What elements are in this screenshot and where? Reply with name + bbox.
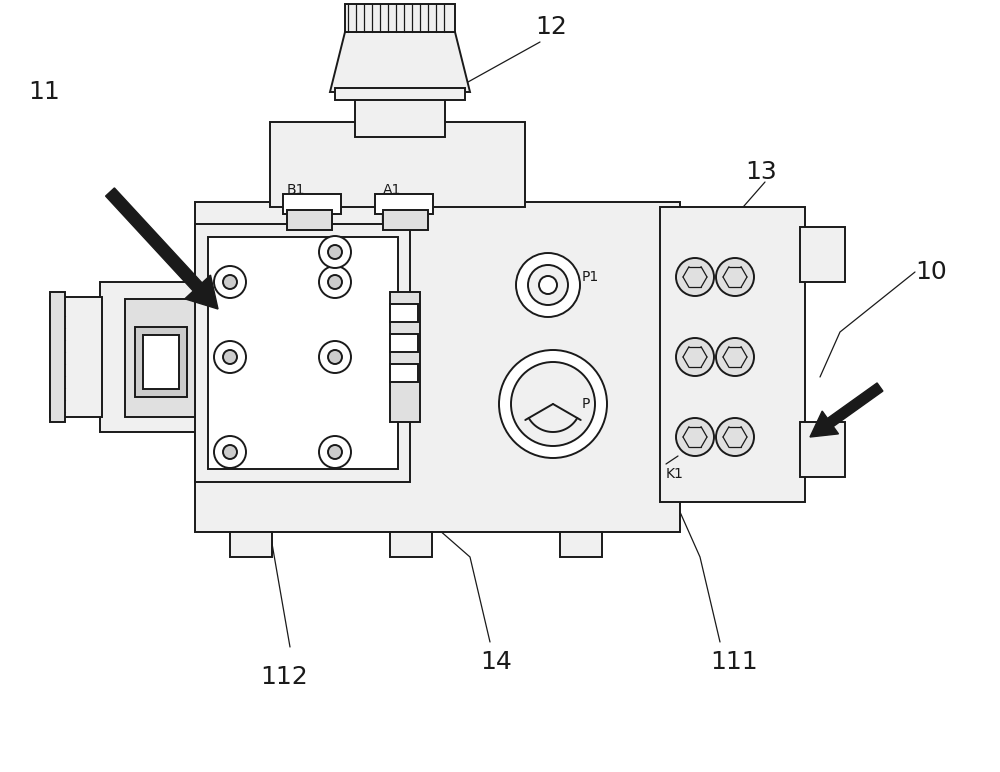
Circle shape: [328, 275, 342, 289]
Bar: [135, 327, 187, 397]
Text: 12: 12: [535, 15, 567, 39]
Circle shape: [223, 445, 237, 459]
Bar: [800, 422, 845, 477]
Circle shape: [716, 258, 754, 296]
Text: A1: A1: [383, 183, 401, 197]
Circle shape: [223, 350, 237, 364]
Bar: [390, 292, 420, 422]
Bar: [390, 532, 432, 557]
Bar: [287, 210, 332, 230]
Bar: [208, 237, 398, 469]
Bar: [50, 292, 65, 422]
Circle shape: [328, 350, 342, 364]
Text: B1: B1: [287, 183, 306, 197]
Polygon shape: [330, 32, 470, 92]
Circle shape: [528, 265, 568, 305]
Bar: [50, 297, 102, 417]
Bar: [390, 334, 418, 352]
FancyArrow shape: [106, 188, 218, 309]
Text: 10: 10: [915, 260, 947, 284]
Bar: [270, 122, 525, 207]
Circle shape: [214, 436, 246, 468]
Circle shape: [319, 266, 351, 298]
Circle shape: [516, 253, 580, 317]
Circle shape: [328, 245, 342, 259]
Bar: [125, 299, 195, 417]
Circle shape: [499, 350, 607, 458]
Bar: [195, 202, 680, 532]
Bar: [375, 194, 433, 214]
Bar: [195, 224, 410, 482]
Circle shape: [223, 275, 237, 289]
Circle shape: [319, 436, 351, 468]
Circle shape: [511, 362, 595, 446]
Circle shape: [676, 258, 714, 296]
Circle shape: [716, 338, 754, 376]
Bar: [390, 364, 418, 382]
Text: 112: 112: [260, 665, 308, 689]
Bar: [335, 88, 465, 100]
Bar: [390, 304, 418, 322]
Text: P: P: [582, 397, 590, 411]
Circle shape: [319, 236, 351, 268]
Circle shape: [716, 418, 754, 456]
Text: K1: K1: [666, 467, 684, 481]
Bar: [383, 210, 428, 230]
Circle shape: [676, 418, 714, 456]
Circle shape: [676, 338, 714, 376]
Text: 11: 11: [28, 80, 60, 104]
Bar: [345, 4, 455, 32]
Text: 111: 111: [710, 650, 758, 674]
Bar: [100, 282, 220, 432]
Bar: [143, 335, 179, 389]
Circle shape: [214, 266, 246, 298]
Bar: [660, 207, 805, 502]
Circle shape: [539, 276, 557, 294]
Circle shape: [328, 445, 342, 459]
Text: 14: 14: [480, 650, 512, 674]
Bar: [355, 82, 445, 137]
Bar: [800, 227, 845, 282]
Bar: [560, 532, 602, 557]
Text: P1: P1: [582, 270, 599, 284]
Bar: [230, 532, 272, 557]
FancyArrow shape: [810, 383, 883, 437]
Bar: [283, 194, 341, 214]
Circle shape: [319, 341, 351, 373]
Text: 13: 13: [745, 160, 777, 184]
Circle shape: [214, 341, 246, 373]
